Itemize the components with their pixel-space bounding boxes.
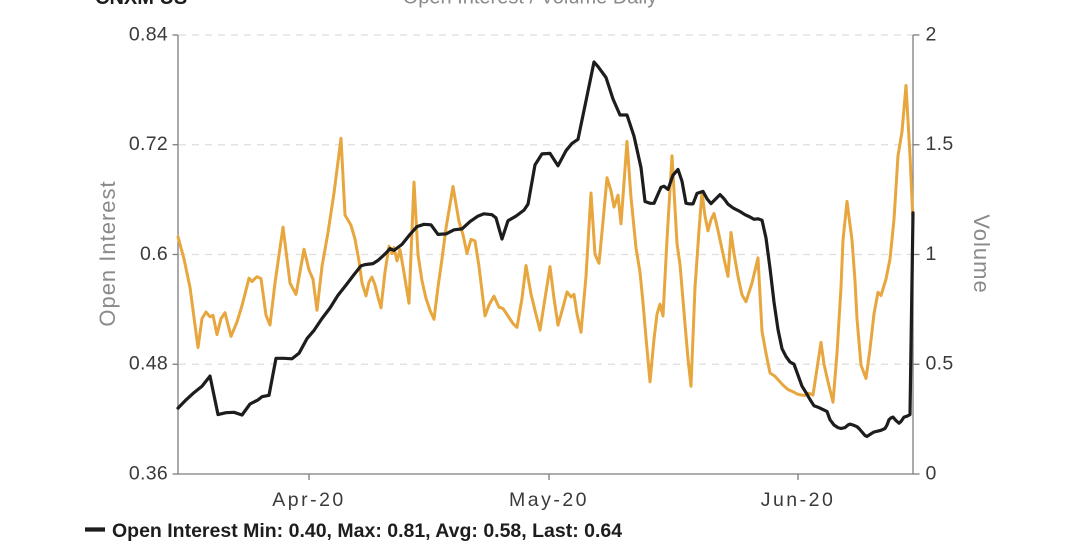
svg-text:1.5: 1.5: [926, 133, 954, 155]
svg-text:Jun-20: Jun-20: [761, 489, 836, 511]
svg-text:1: 1: [926, 243, 937, 265]
svg-text:2: 2: [926, 23, 937, 45]
svg-text:Open Interest / Volume Daily: Open Interest / Volume Daily: [403, 0, 658, 9]
svg-text:Open Interest: Open Interest: [95, 180, 120, 326]
svg-text:0: 0: [926, 462, 937, 484]
svg-text:0.72: 0.72: [129, 133, 168, 155]
svg-text:Apr-20: Apr-20: [272, 489, 346, 511]
svg-text:Open Interest Min: 0.40, Max:: Open Interest Min: 0.40, Max: 0.81, Avg:…: [112, 520, 622, 542]
svg-text:0.48: 0.48: [129, 353, 168, 375]
svg-text:0.84: 0.84: [129, 23, 168, 45]
svg-text:0.5: 0.5: [926, 353, 954, 375]
svg-text:0.6: 0.6: [140, 243, 168, 265]
svg-text:Volume: Volume: [969, 214, 994, 293]
svg-text:0.36: 0.36: [129, 462, 168, 484]
svg-text:May-20: May-20: [509, 489, 589, 511]
svg-text:CNXM US: CNXM US: [95, 0, 187, 9]
